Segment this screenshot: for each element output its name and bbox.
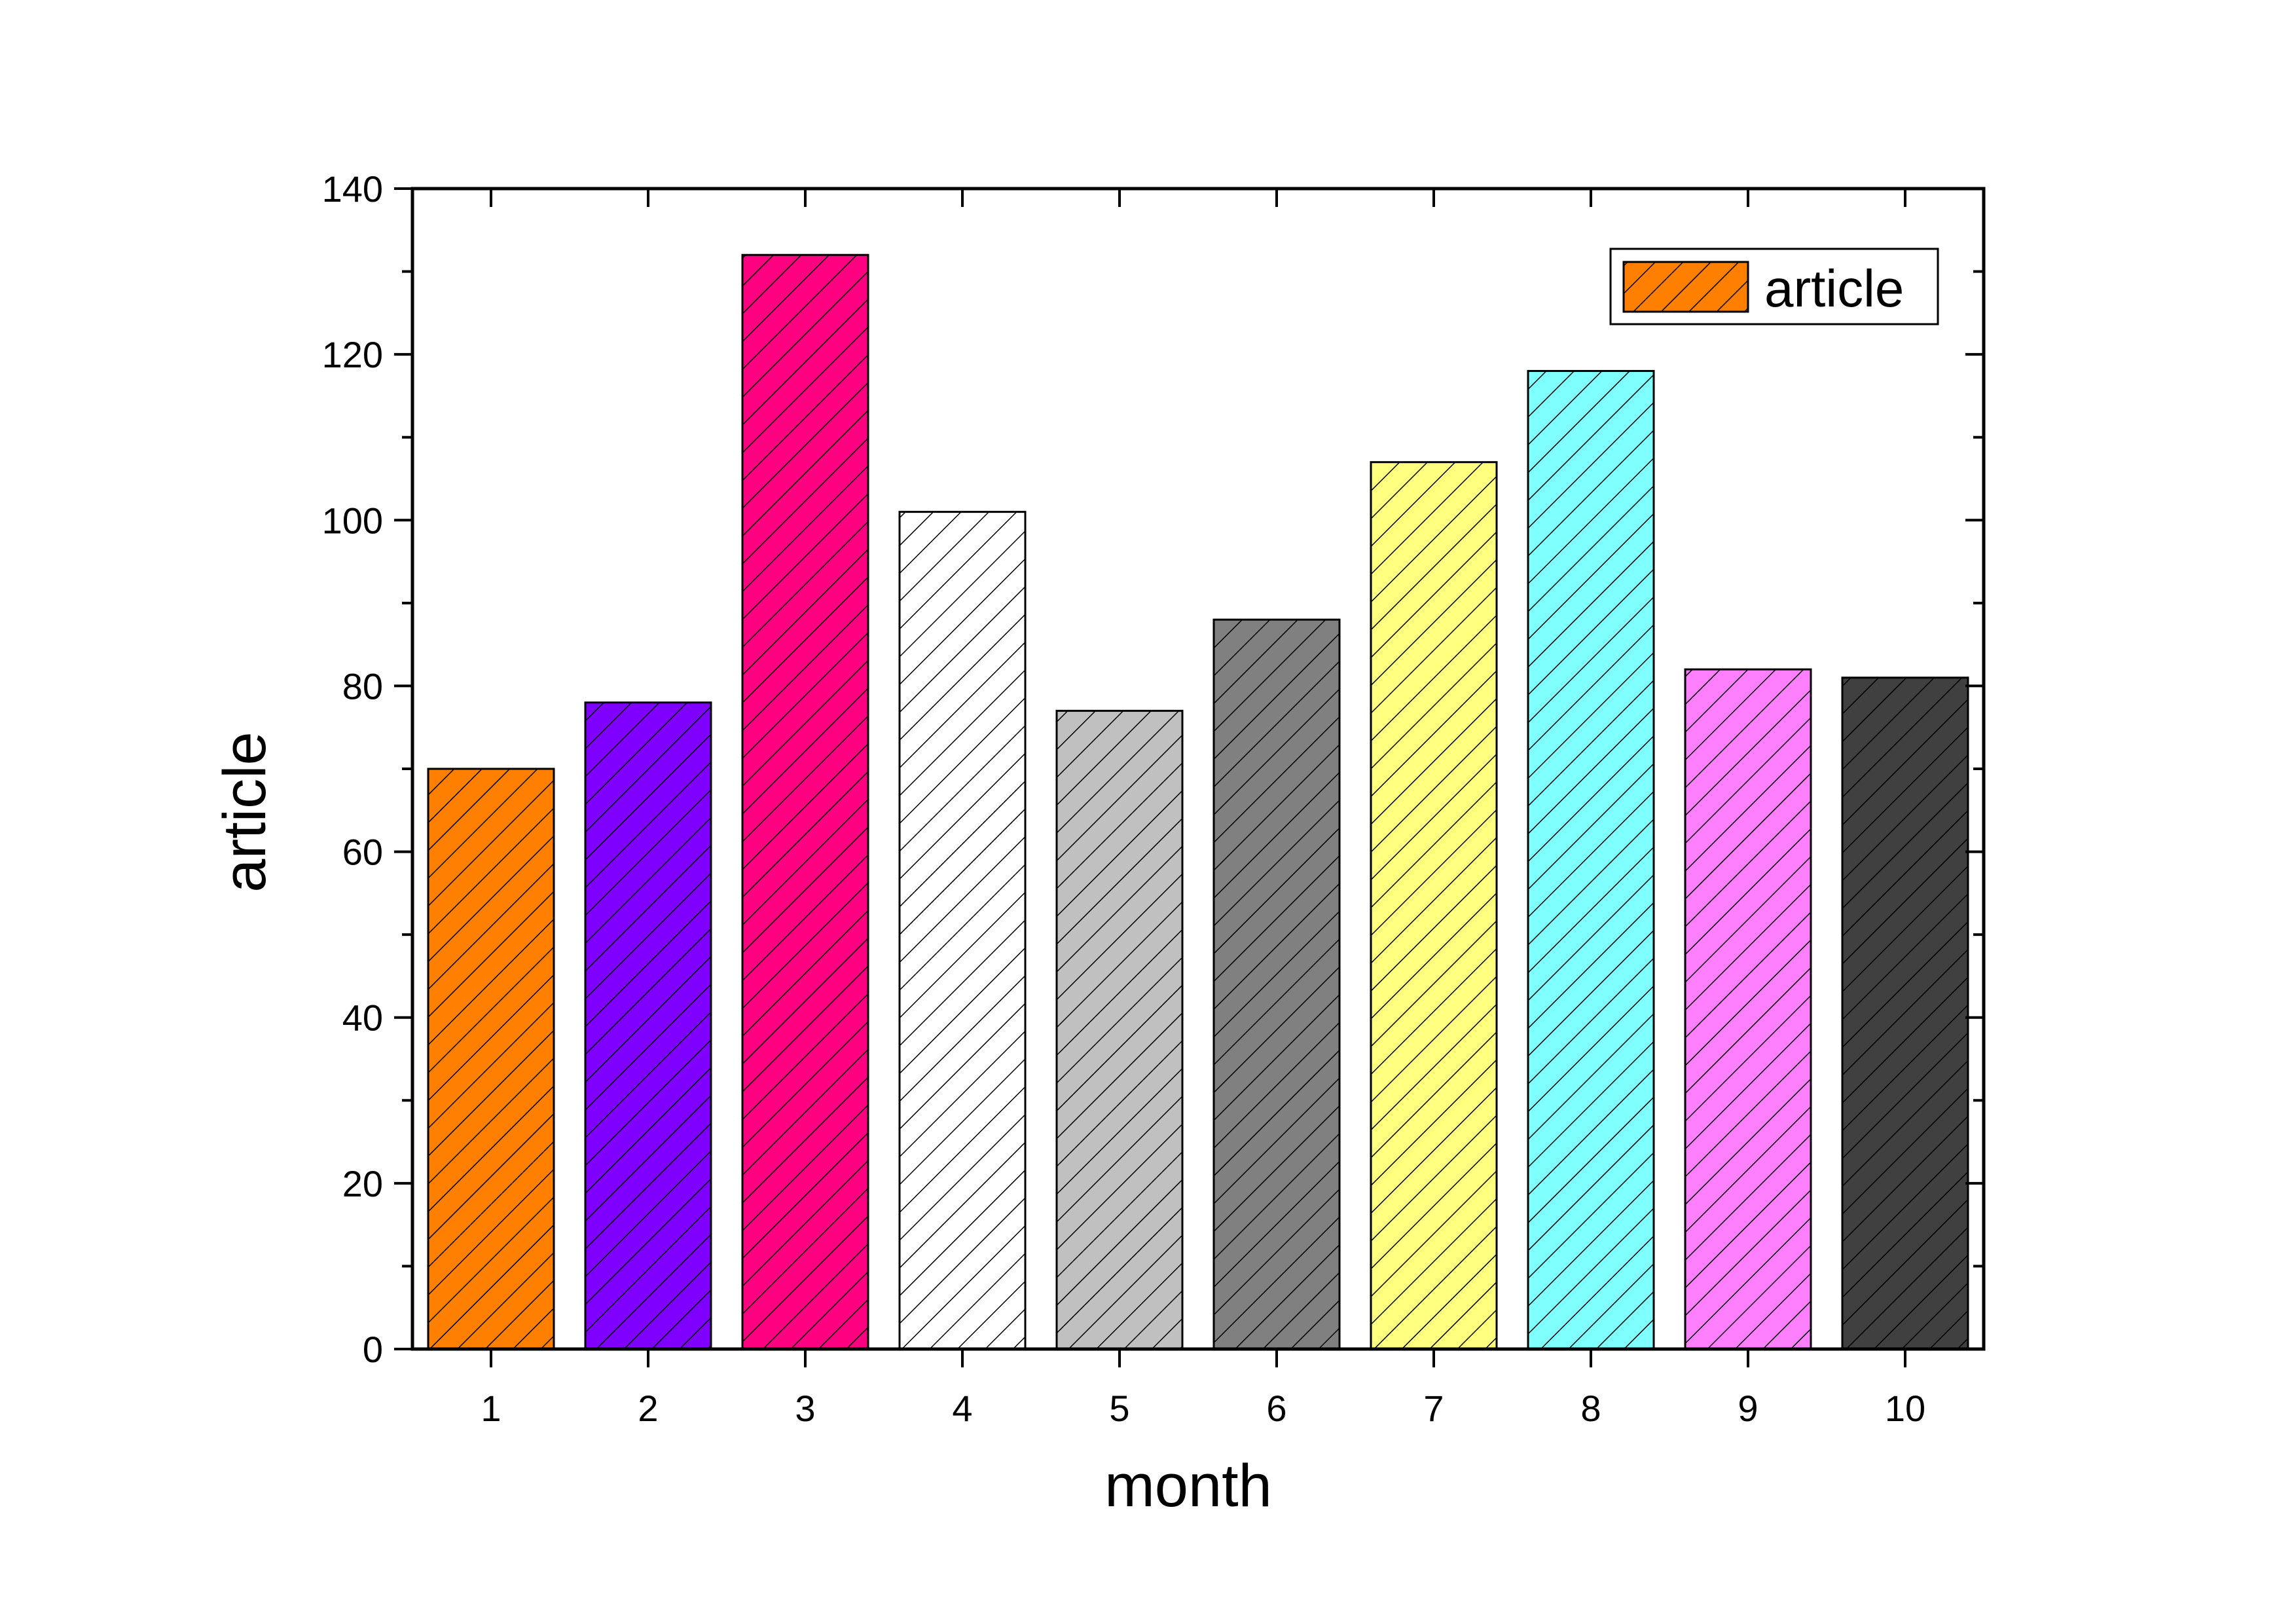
bar-hatch-9 — [1684, 668, 1812, 1350]
legend-swatch-hatch — [1624, 262, 1748, 312]
bar-hatch-3 — [741, 253, 869, 1350]
x-tick-label: 7 — [1423, 1388, 1444, 1429]
y-axis-title: article — [211, 731, 278, 892]
x-tick-label: 8 — [1580, 1388, 1601, 1429]
y-tick-label: 60 — [342, 832, 383, 873]
y-tick-label: 80 — [342, 665, 383, 707]
legend: article — [1609, 248, 1939, 325]
x-tick-label: 10 — [1885, 1388, 1925, 1429]
x-tick-label: 3 — [795, 1388, 815, 1429]
x-tick-label: 2 — [638, 1388, 658, 1429]
y-tick-label: 100 — [322, 500, 383, 541]
y-tick-label: 140 — [322, 168, 383, 210]
bar-hatch-6 — [1212, 618, 1341, 1350]
x-tick-label: 5 — [1109, 1388, 1129, 1429]
bar-hatch-4 — [898, 511, 1027, 1350]
bar-hatch-5 — [1055, 709, 1184, 1350]
x-tick-label: 4 — [952, 1388, 972, 1429]
bar-hatch-7 — [1370, 461, 1498, 1350]
axes-layer — [394, 187, 1986, 1367]
y-tick-label: 40 — [342, 997, 383, 1039]
x-tick-label: 6 — [1266, 1388, 1286, 1429]
bar-hatch-10 — [1841, 676, 1969, 1350]
x-tick-label: 9 — [1738, 1388, 1758, 1429]
bars-layer — [427, 253, 1969, 1350]
y-tick-label: 0 — [363, 1329, 383, 1370]
bar-hatch-1 — [427, 768, 555, 1350]
bar-hatch-2 — [584, 701, 712, 1350]
x-tick-label: 1 — [481, 1388, 501, 1429]
y-tick-label: 120 — [322, 334, 383, 375]
legend-label: article — [1764, 259, 1904, 318]
bar-hatch-8 — [1527, 369, 1655, 1350]
y-tick-label: 20 — [342, 1163, 383, 1204]
x-axis-title: month — [1104, 1453, 1272, 1519]
